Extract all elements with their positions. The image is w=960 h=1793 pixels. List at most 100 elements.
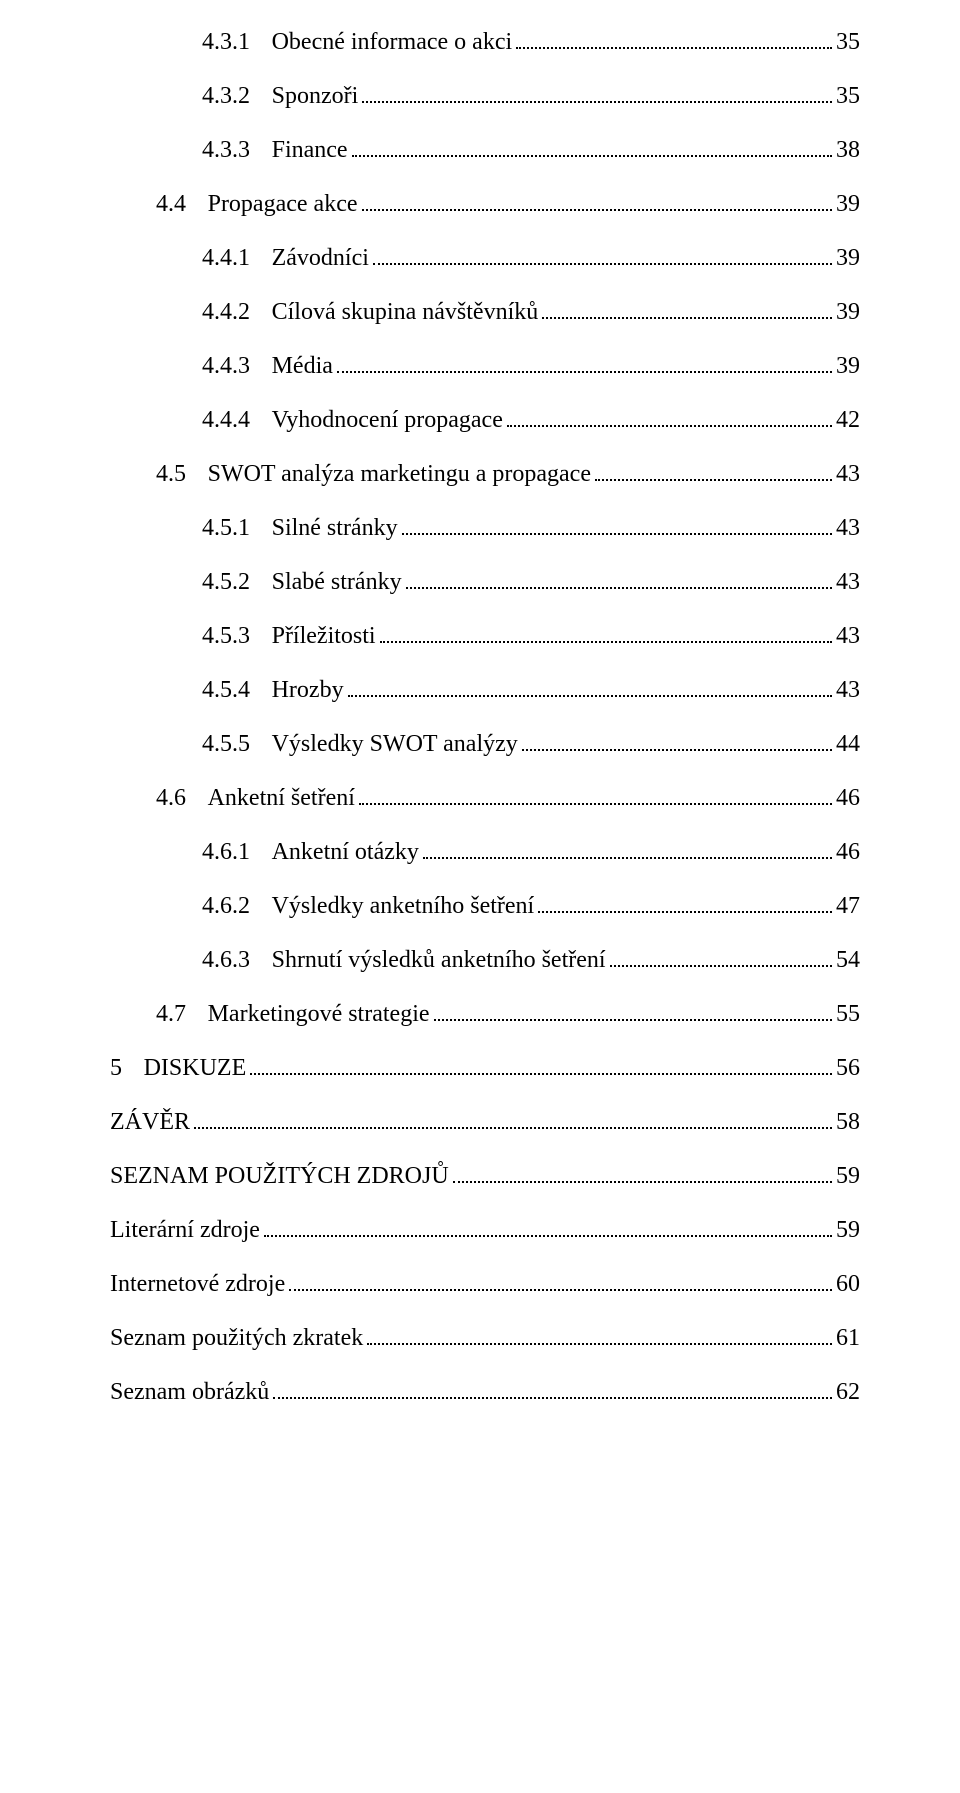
- toc-entry: 4.5SWOT analýza marketingu a propagace43: [110, 462, 860, 486]
- toc-entry-label: ZÁVĚR: [110, 1110, 190, 1134]
- toc-entry: Seznam použitých zkratek61: [110, 1326, 860, 1350]
- toc-entry-number: 4.5.5: [202, 732, 250, 756]
- toc-entry: ZÁVĚR 58: [110, 1110, 860, 1134]
- toc-entry-title: Literární zdroje: [110, 1217, 260, 1243]
- toc-leader-dots: [273, 1384, 832, 1399]
- toc-entry-label: 4.5.2 Slabé stránky: [202, 570, 402, 594]
- toc-entry-title: Marketingové strategie: [208, 1001, 430, 1027]
- toc-entry-title: SEZNAM POUŽITÝCH ZDROJŮ: [110, 1163, 449, 1189]
- toc-entry-label: 4.6.2Výsledky anketního šetření: [202, 894, 534, 918]
- toc-entry-label: 4.5 SWOT analýza marketingu a propagace: [156, 462, 591, 486]
- toc-entry-page: 55: [836, 1002, 860, 1026]
- toc-entry-number: 4.5.4: [202, 678, 250, 702]
- toc-entry-number: 4.5.1: [202, 516, 250, 540]
- toc-entry-title: Seznam obrázků: [110, 1379, 269, 1405]
- toc-entry-page: 39: [836, 246, 860, 270]
- toc-entry: Literární zdroje59: [110, 1218, 860, 1242]
- toc-entry-number: 4.4.1: [202, 246, 250, 270]
- toc-leader-dots: [194, 1114, 832, 1129]
- toc-entry-title: Seznam použitých zkratek: [110, 1325, 363, 1351]
- toc-leader-dots: [507, 412, 832, 427]
- toc-leader-dots: [542, 304, 832, 319]
- toc-entry-label: SEZNAM POUŽITÝCH ZDROJŮ: [110, 1164, 449, 1188]
- toc-leader-dots: [434, 1006, 832, 1021]
- toc-entry: Internetové zdroje 60: [110, 1272, 860, 1296]
- toc-entry: 4.6.2Výsledky anketního šetření47: [110, 894, 860, 918]
- toc-entry-page: 39: [836, 354, 860, 378]
- toc-entry-page: 43: [836, 516, 860, 540]
- toc-entry-title: DISKUZE: [144, 1055, 247, 1081]
- toc-entry: SEZNAM POUŽITÝCH ZDROJŮ 59: [110, 1164, 860, 1188]
- toc-entry-page: 46: [836, 786, 860, 810]
- toc-leader-dots: [402, 520, 832, 535]
- toc-entry-label: 4.4.1 Závodníci: [202, 246, 369, 270]
- toc-entry: 4.6Anketní šetření 46: [110, 786, 860, 810]
- toc-leader-dots: [406, 574, 832, 589]
- toc-entry: Seznam obrázků 62: [110, 1380, 860, 1404]
- toc-entry-label: 4.4Propagace akce: [156, 192, 358, 216]
- toc-entry: 4.4.1 Závodníci 39: [110, 246, 860, 270]
- toc-entry-page: 39: [836, 300, 860, 324]
- toc-entry-page: 58: [836, 1110, 860, 1134]
- toc-entry-page: 43: [836, 678, 860, 702]
- toc-entry-title: Anketní otázky: [272, 839, 419, 865]
- toc-entry: 5DISKUZE56: [110, 1056, 860, 1080]
- toc-entry-page: 35: [836, 84, 860, 108]
- toc-entry-label: Seznam použitých zkratek: [110, 1326, 363, 1350]
- toc-entry-page: 59: [836, 1164, 860, 1188]
- toc-entry-title: Slabé stránky: [272, 569, 402, 595]
- toc-entry-label: 4.5.3Příležitosti: [202, 624, 376, 648]
- toc-entry-number: 4.5.2: [202, 570, 250, 594]
- toc-entry-label: 4.5.4 Hrozby: [202, 678, 344, 702]
- toc-entry-label: 4.6Anketní šetření: [156, 786, 355, 810]
- toc-entry-label: 4.7Marketingové strategie: [156, 1002, 430, 1026]
- toc-entry: 4.3.3Finance38: [110, 138, 860, 162]
- toc-entry-number: 4.6.3: [202, 948, 250, 972]
- toc-entry-page: 43: [836, 624, 860, 648]
- toc-entry-number: 4.3.1: [202, 30, 250, 54]
- toc-entry-title: Internetové zdroje: [110, 1271, 285, 1297]
- toc-entry-title: Obecné informace o akci: [272, 29, 513, 55]
- toc-entry-label: 4.4.2Cílová skupina návštěvníků: [202, 300, 538, 324]
- toc-entry-page: 44: [836, 732, 860, 756]
- toc-entry: 4.6.1Anketní otázky46: [110, 840, 860, 864]
- toc-entry-title: Závodníci: [272, 245, 369, 271]
- toc-entry-page: 39: [836, 192, 860, 216]
- toc-entry-page: 56: [836, 1056, 860, 1080]
- toc-leader-dots: [348, 682, 832, 697]
- toc-entry-title: Cílová skupina návštěvníků: [272, 299, 539, 325]
- toc-entry-page: 62: [836, 1380, 860, 1404]
- toc-entry: 4.5.4 Hrozby 43: [110, 678, 860, 702]
- toc-entry-title: Výsledky SWOT analýzy: [272, 731, 518, 757]
- toc-entry-page: 43: [836, 570, 860, 594]
- toc-entry-label: 4.3.3 Finance: [202, 138, 348, 162]
- toc-entry: 4.3.1 Obecné informace o akci 35: [110, 30, 860, 54]
- toc-entry-title: ZÁVĚR: [110, 1109, 190, 1135]
- toc-leader-dots: [610, 952, 832, 967]
- toc-entry-page: 35: [836, 30, 860, 54]
- toc-entry-number: 4.3.2: [202, 84, 250, 108]
- toc-entry-title: Hrozby: [272, 677, 344, 703]
- toc-entry-page: 42: [836, 408, 860, 432]
- toc-entry-title: Média: [272, 353, 333, 379]
- toc-entry-title: Shrnutí výsledků anketního šetření: [272, 947, 606, 973]
- toc-leader-dots: [289, 1276, 832, 1291]
- toc-entry-page: 60: [836, 1272, 860, 1296]
- toc-entry: 4.3.2Sponzoři35: [110, 84, 860, 108]
- toc-entry-title: Propagace akce: [208, 191, 358, 217]
- toc-entry-page: 54: [836, 948, 860, 972]
- toc-leader-dots: [250, 1060, 832, 1075]
- toc-entry-label: Literární zdroje: [110, 1218, 260, 1242]
- toc-entry-number: 4.6.2: [202, 894, 250, 918]
- toc-entry-title: Finance: [272, 137, 348, 163]
- toc-leader-dots: [362, 88, 832, 103]
- toc-entry-number: 4.3.3: [202, 138, 250, 162]
- toc-entry-title: SWOT analýza marketingu a propagace: [208, 461, 591, 487]
- toc-entry-number: 4.5: [156, 462, 186, 486]
- toc-leader-dots: [367, 1330, 832, 1345]
- toc-entry-number: 4.6: [156, 786, 186, 810]
- toc-entry: 4.5.2 Slabé stránky 43: [110, 570, 860, 594]
- toc-entry-page: 46: [836, 840, 860, 864]
- toc-entry-title: Silné stránky: [272, 515, 398, 541]
- toc-entry-label: Internetové zdroje: [110, 1272, 285, 1296]
